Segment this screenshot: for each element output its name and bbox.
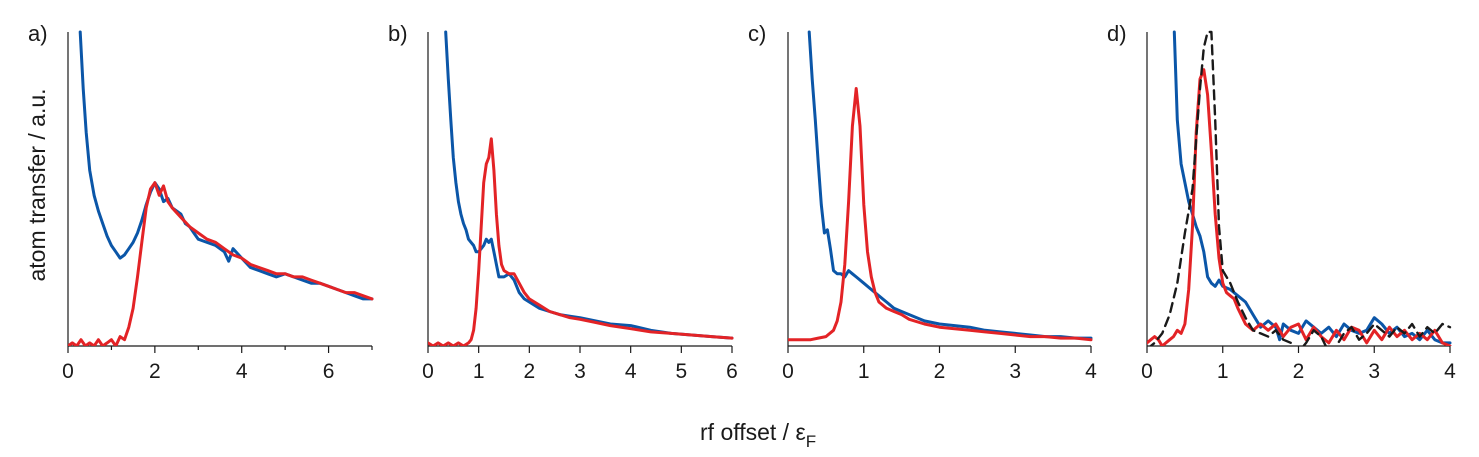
series-line-red [788, 87, 1093, 342]
y-axis-title: atom transfer / a.u. [24, 88, 50, 281]
panel-4: 0 1 2 3 4 d) [1107, 21, 1456, 383]
x-tick-label: 0 [1141, 360, 1153, 383]
x-tick-label: 6 [323, 360, 335, 383]
series-line-blue [444, 30, 734, 340]
panel-3: 0 1 2 3 4 c) [748, 21, 1097, 383]
series-line-black [1148, 30, 1452, 346]
x-axis-title-main: rf offset / ε [700, 419, 806, 445]
x-tick-label: 2 [1293, 360, 1305, 383]
x-tick-label: 4 [1444, 360, 1456, 383]
x-tick-label: 3 [1368, 360, 1380, 383]
x-tick-label: 2 [149, 360, 161, 383]
x-tick-label: 1 [473, 360, 485, 383]
x-tick-label: 5 [675, 360, 687, 383]
series-line-red [428, 137, 734, 346]
x-tick-label: 4 [236, 360, 248, 383]
series-line-blue [807, 30, 1093, 340]
x-tick-label: 4 [625, 360, 637, 383]
x-tick-label: 1 [858, 360, 870, 383]
panel-1: 0 2 4 6 a) [28, 21, 374, 383]
series-line-blue [78, 30, 374, 301]
panel-2: 0 1 2 3 4 5 6 b) [388, 21, 738, 383]
x-tick-label: 6 [726, 360, 738, 383]
series-line-blue [1172, 30, 1452, 345]
x-tick-label: 1 [1217, 360, 1229, 383]
series-line-red [68, 181, 374, 346]
x-tick-label: 0 [62, 360, 74, 383]
x-axis-title: rf offset / εF [700, 419, 816, 451]
panel-label: c) [748, 21, 766, 46]
series-line-red [1147, 68, 1452, 346]
x-tick-label: 2 [523, 360, 535, 383]
x-tick-label: 2 [934, 360, 946, 383]
x-axis-title-subscript: F [806, 432, 816, 451]
panel-label: a) [28, 21, 48, 46]
x-tick-label: 4 [1085, 360, 1097, 383]
x-tick-label: 0 [782, 360, 794, 383]
x-tick-label: 0 [422, 360, 434, 383]
x-tick-label: 3 [574, 360, 586, 383]
x-tick-label: 3 [1009, 360, 1021, 383]
panels: 0 2 4 6 a) 0 1 2 3 4 5 6 b) 0 1 2 3 4 c) 0 1 2 3 4 d) [28, 21, 1456, 383]
panel-label: d) [1107, 21, 1127, 46]
panel-label: b) [388, 21, 408, 46]
